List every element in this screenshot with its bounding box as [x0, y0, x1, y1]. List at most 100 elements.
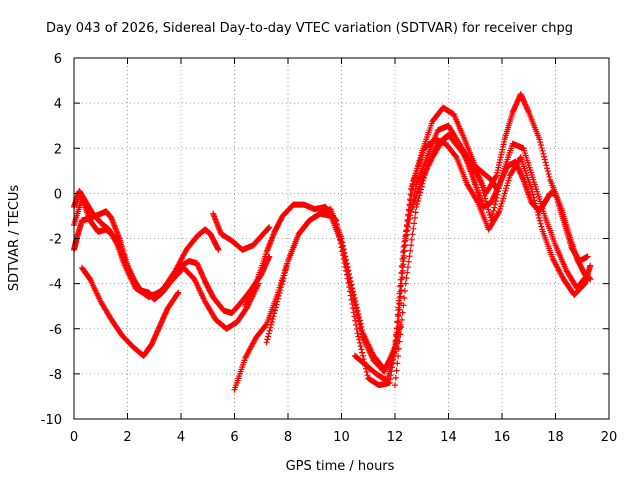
data-point [543, 162, 550, 169]
data-point [392, 374, 399, 381]
data-point [396, 290, 403, 297]
data-point [215, 246, 222, 253]
data-point [395, 319, 402, 326]
data-point [480, 190, 487, 197]
data-point [392, 382, 398, 389]
data-point [401, 238, 408, 245]
data-point [264, 336, 271, 343]
data-point [343, 267, 350, 274]
data-point [404, 223, 411, 230]
data-point [263, 339, 270, 346]
data-point [283, 263, 290, 270]
data-point [491, 204, 498, 211]
data-point [279, 278, 286, 285]
data-point [281, 272, 288, 279]
data-point [402, 233, 409, 240]
data-point [397, 283, 404, 290]
data-point [359, 349, 366, 356]
data-point [406, 196, 413, 203]
data-point [538, 223, 545, 230]
data-point [403, 228, 410, 235]
data-point [394, 360, 401, 367]
data-point [400, 249, 407, 256]
data-point [537, 139, 544, 146]
data-point [332, 216, 339, 223]
series-sat-track-3 [71, 194, 262, 332]
data-point [479, 187, 486, 194]
data-point [335, 229, 342, 236]
data-point [397, 276, 404, 283]
data-point [528, 185, 535, 192]
data-point [271, 310, 278, 317]
data-point [540, 150, 547, 157]
data-point [414, 201, 421, 208]
data-point [333, 221, 340, 228]
data-point [334, 225, 341, 232]
data-point [408, 236, 415, 243]
data-point [262, 322, 269, 329]
data-point [479, 184, 486, 191]
data-point [587, 262, 594, 269]
data-point [278, 281, 285, 288]
data-point [538, 144, 545, 151]
data-point [278, 284, 285, 291]
data-point [587, 276, 594, 283]
data-point [359, 352, 366, 359]
x-tick-label: 6 [230, 430, 238, 445]
x-tick-label: 0 [70, 430, 78, 445]
data-point [175, 289, 182, 296]
data-point [273, 301, 280, 308]
data-point [340, 252, 347, 259]
data-point [546, 173, 553, 180]
data-point [395, 312, 402, 319]
x-tick-label: 8 [284, 430, 292, 445]
data-point [541, 153, 548, 160]
data-point [267, 324, 274, 331]
data-point [354, 330, 361, 337]
data-point [268, 318, 275, 325]
data-point [270, 313, 277, 320]
data-point [272, 307, 279, 314]
x-tick-label: 20 [601, 430, 618, 445]
data-point [358, 346, 365, 353]
y-tick-label: 0 [54, 187, 62, 202]
y-tick-label: -4 [49, 278, 62, 293]
data-point [346, 288, 353, 295]
data-point [266, 224, 273, 231]
data-point [349, 305, 356, 312]
data-point [338, 244, 345, 251]
data-point [277, 287, 284, 294]
data-point [354, 312, 361, 319]
data-point [394, 318, 401, 325]
data-point [398, 269, 405, 276]
y-tick-label: 4 [54, 97, 62, 112]
axes: 0 2 4 6 8 10 12 14 16 18 20 -10 -8 -6 -4 -2 0 2 4 6 [41, 52, 618, 445]
data-point [355, 333, 362, 340]
data-point [536, 214, 543, 221]
y-tick-label: -6 [49, 323, 62, 338]
y-tick-label: 6 [54, 52, 62, 67]
series-sat-track-4 [79, 264, 182, 359]
series-sat-track-11 [408, 131, 591, 265]
data-point [537, 142, 544, 149]
data-point [397, 331, 404, 338]
data-point [353, 321, 360, 328]
data-point [336, 232, 343, 239]
data-point [275, 292, 282, 299]
data-point [409, 187, 416, 194]
data-point [276, 289, 283, 296]
data-point [404, 218, 411, 225]
data-point [358, 328, 365, 335]
data-point [400, 243, 407, 250]
data-point [395, 353, 402, 360]
data-point [481, 192, 488, 199]
data-point [544, 165, 551, 172]
data-point [266, 327, 273, 334]
data-point [403, 223, 410, 230]
data-point [541, 156, 548, 163]
data-point [342, 263, 349, 270]
data-point [398, 324, 405, 331]
x-tick-label: 2 [123, 430, 131, 445]
data-point [409, 181, 416, 188]
